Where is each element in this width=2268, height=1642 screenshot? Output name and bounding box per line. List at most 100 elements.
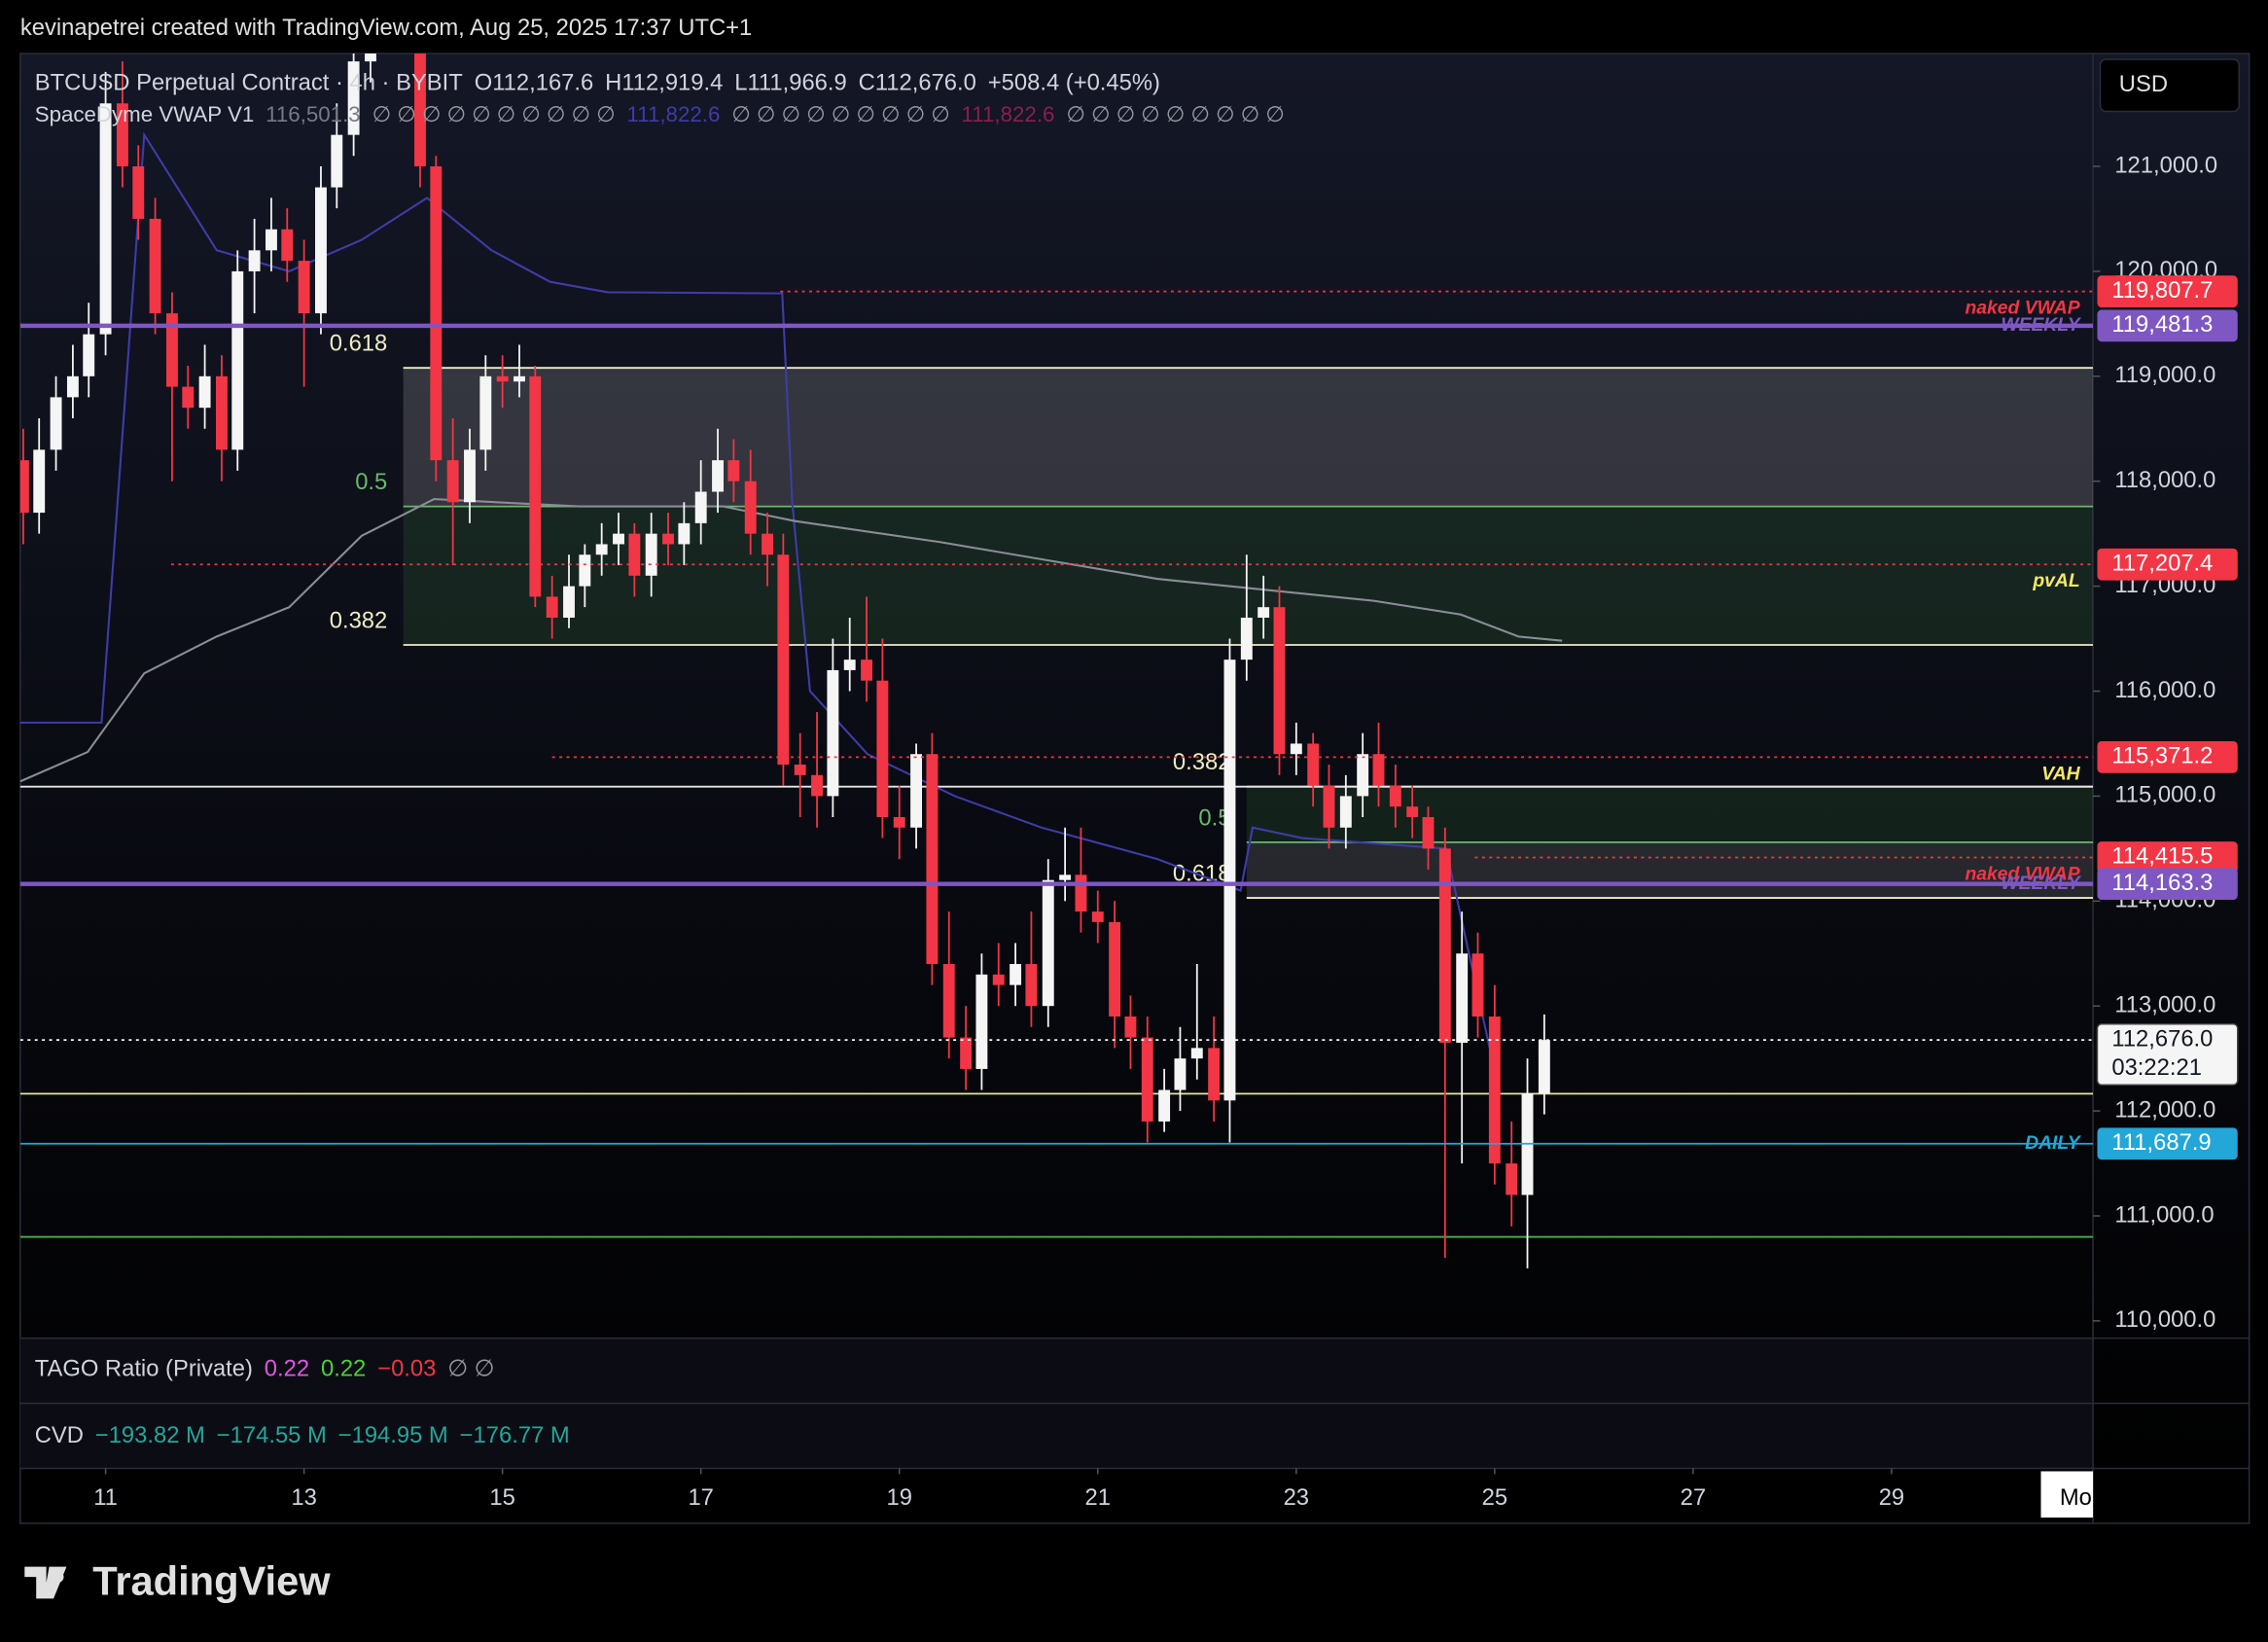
candle-body	[66, 375, 79, 398]
candle-body	[479, 375, 492, 450]
candle-body	[430, 166, 443, 461]
level-text: DAILY	[2025, 1133, 2082, 1154]
candle-body	[1357, 754, 1369, 797]
legend-indicator-part: ∅ ∅ ∅ ∅ ∅ ∅ ∅ ∅ ∅	[1066, 102, 1284, 126]
candle-body	[1141, 1037, 1153, 1122]
legend-indicator-part: SpaceDyme VWAP V1	[35, 102, 255, 126]
candle-body	[1075, 875, 1087, 912]
legend-indicator-part: 116,501.3	[266, 102, 361, 126]
x-tick-label: 15	[489, 1484, 514, 1511]
x-tick-label: 19	[887, 1484, 912, 1511]
y-tick-label: 121,000.0	[2114, 152, 2217, 178]
x-tick-label: 17	[688, 1484, 713, 1511]
candle-body	[347, 61, 360, 135]
y-tick-label: 115,000.0	[2114, 782, 2215, 808]
price-tag	[2096, 1023, 2239, 1086]
candle-body	[331, 134, 343, 188]
candle-body	[1456, 953, 1469, 1043]
candle-body	[315, 187, 327, 314]
candle-body	[265, 229, 277, 251]
overlay: BTCUSD Perpetual Contract · 4h · BYBIT O1…	[35, 70, 2239, 1511]
legend-indicator-part: ∅ ∅ ∅ ∅ ∅ ∅ ∅ ∅ ∅	[731, 102, 949, 126]
countdown: 03:22:21	[2111, 1054, 2202, 1081]
legend-main-part: +508.4 (+0.45%)	[988, 70, 1160, 96]
pane-legend-part: TAGO Ratio (Private)	[35, 1356, 253, 1382]
candle-body	[198, 375, 211, 409]
candle-body	[1307, 743, 1320, 786]
pane-legend-part: −193.82 M	[95, 1422, 205, 1448]
crosshair-box	[2040, 1471, 2094, 1518]
pane-legend-part: ∅ ∅	[447, 1356, 494, 1382]
level-text: pvAL	[2032, 571, 2079, 591]
pane-legend-part: −194.95 M	[338, 1422, 448, 1448]
pane-legend-part: −176.77 M	[460, 1422, 570, 1448]
candle-body	[1042, 879, 1054, 1007]
vwap-line	[19, 498, 1563, 783]
candle-body	[876, 680, 889, 817]
candle-body	[942, 964, 955, 1038]
legend-main-part: L111,966.9	[734, 70, 847, 96]
candle-body	[464, 449, 476, 503]
price-tag-label: 119,481.3	[2111, 311, 2213, 338]
candle-body	[1059, 875, 1072, 880]
legend-main-part: O112,167.6	[475, 70, 594, 96]
candle-body	[1438, 848, 1451, 1043]
currency-box[interactable]	[2099, 58, 2240, 113]
legend-main-part: C112,676.0	[859, 70, 976, 96]
candle-body	[414, 54, 426, 167]
candle-body	[910, 754, 923, 828]
candle-body	[628, 533, 641, 576]
price-tag-label: 111,687.9	[2111, 1129, 2211, 1156]
pane-legend-part: 0.22	[321, 1356, 366, 1382]
candle-body	[1372, 754, 1385, 786]
candle-body	[149, 218, 161, 314]
candle-body	[33, 449, 46, 514]
price-tag-label: 115,371.2	[2111, 743, 2213, 769]
candle-body	[281, 229, 294, 262]
y-tick-label: 116,000.0	[2114, 677, 2215, 703]
y-tick-label: 112,000.0	[2114, 1096, 2215, 1123]
price-tag	[2097, 1127, 2238, 1160]
candle-body	[1174, 1058, 1187, 1090]
x-tick-label: 25	[1482, 1484, 1507, 1511]
level-text: WEEKLY	[2001, 874, 2081, 894]
fib-band	[1246, 841, 2094, 899]
candle-body	[727, 460, 740, 482]
candle-body	[1158, 1089, 1171, 1122]
price-tag-label: 114,415.5	[2111, 843, 2213, 870]
legend-main-part: BTCUSD Perpetual Contract · 4h · BYBIT	[35, 70, 463, 96]
candle-body	[546, 596, 558, 618]
price-tag	[2097, 740, 2238, 773]
candle-body	[926, 754, 939, 965]
candle-body	[19, 460, 29, 514]
x-tick-label: 29	[1879, 1484, 1904, 1511]
candle-body	[678, 522, 691, 545]
candle-body	[1290, 743, 1302, 755]
candle-body	[1124, 1016, 1137, 1038]
legend-indicator-part: 111,822.6	[962, 102, 1055, 126]
fib-label: 0.382	[1173, 749, 1231, 775]
candle-body	[1109, 921, 1121, 1017]
y-tick-label: 110,000.0	[2114, 1306, 2215, 1333]
pane-legend: CVD −193.82 M −174.55 M −194.95 M −176.77 M	[35, 1422, 570, 1448]
legend-indicator-part: ∅ ∅ ∅ ∅ ∅ ∅ ∅ ∅ ∅ ∅	[372, 102, 616, 126]
price-tag	[2097, 841, 2238, 874]
pane-legend-part: −0.03	[377, 1356, 436, 1382]
candle-body	[1538, 1040, 1550, 1094]
price-tag	[2097, 868, 2238, 901]
y-tick-label: 111,000.0	[2114, 1201, 2214, 1228]
legend-main-part: H112,919.4	[605, 70, 723, 96]
candle-body	[975, 974, 988, 1069]
candle-body	[595, 544, 608, 555]
candle-body	[529, 375, 542, 597]
candle-body	[1406, 806, 1419, 817]
fib-label: 0.5	[355, 469, 387, 495]
candle-body	[563, 586, 575, 618]
fib-label: 0.382	[330, 608, 388, 634]
candle-body	[132, 166, 145, 219]
level-text: WEEKLY	[2001, 315, 2081, 336]
y-tick-label: 119,000.0	[2114, 362, 2215, 388]
candle-body	[1339, 796, 1352, 828]
